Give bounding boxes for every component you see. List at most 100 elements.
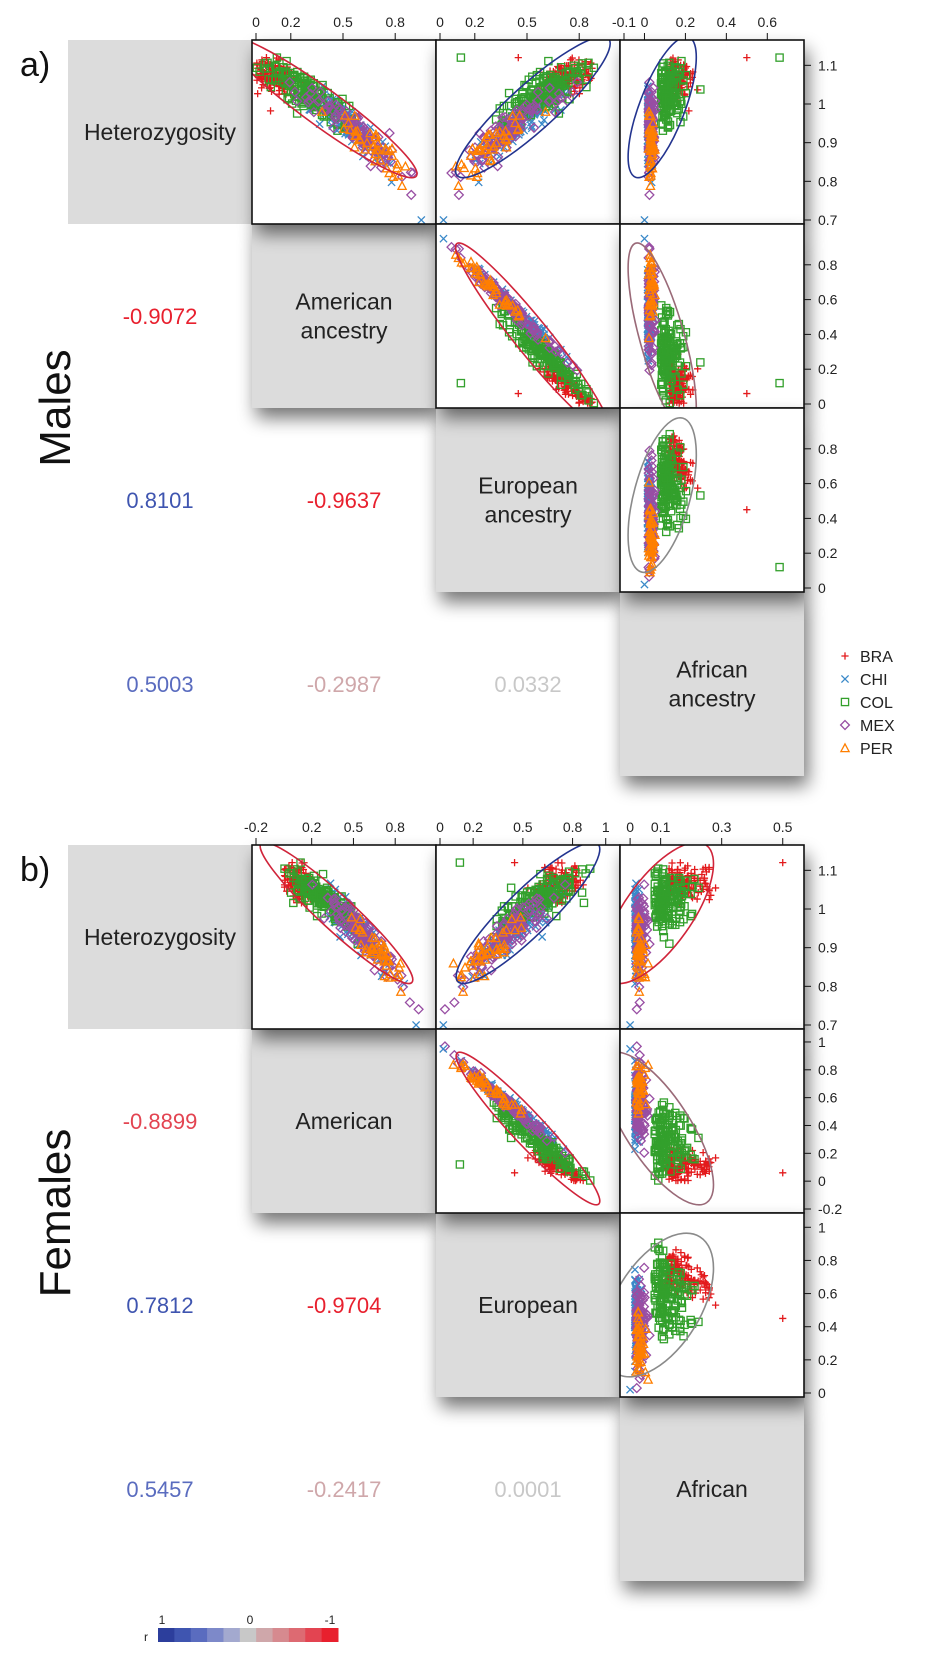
data-point-mex: [516, 319, 527, 331]
data-point-col: [675, 443, 685, 452]
scatter-cell: [435, 39, 621, 225]
data-point-col: [556, 63, 566, 72]
data-point-col: [289, 898, 298, 908]
variable-label: ancestry: [669, 686, 756, 712]
data-point-per: [400, 160, 411, 171]
data-point-col: [554, 109, 564, 118]
data-point-bra: [743, 389, 751, 398]
data-point-per: [491, 287, 502, 298]
variable-label-box: [436, 1213, 620, 1397]
data-point-col: [673, 108, 682, 118]
data-point-per: [483, 148, 494, 159]
data-point-bra: [743, 506, 751, 514]
tick-label: 0.4: [818, 510, 838, 526]
data-point-col: [282, 56, 291, 66]
data-point-bra: [701, 879, 709, 887]
data-point-mex: [649, 326, 661, 338]
data-point-per: [647, 117, 659, 128]
data-point-bra: [707, 891, 715, 899]
data-point-mex: [492, 151, 504, 163]
scatter-cell: [619, 39, 805, 225]
data-point-col: [309, 871, 319, 881]
data-point-per: [646, 144, 657, 155]
data-point-mex: [644, 473, 655, 485]
data-point-col: [665, 58, 674, 68]
variable-label: ancestry: [301, 318, 388, 344]
data-point-col: [775, 378, 784, 388]
data-point-col: [661, 473, 671, 483]
data-point-mex: [306, 879, 318, 890]
data-point-col: [674, 319, 684, 329]
data-point-per: [486, 155, 497, 166]
data-point-per: [646, 558, 658, 569]
data-point-mex: [513, 932, 525, 944]
data-point-per: [359, 143, 371, 154]
data-point-bra: [689, 459, 697, 467]
data-point-mex: [289, 86, 301, 98]
data-point-per: [350, 922, 361, 932]
tick-label: 0.2: [302, 819, 322, 835]
data-point-mex: [567, 359, 578, 371]
correlation-value: -0.9072: [123, 304, 198, 329]
data-point-col: [670, 353, 680, 363]
scatter-cell: [619, 844, 805, 1030]
tick-label: 0.5: [513, 819, 533, 835]
data-point-mex: [302, 96, 314, 108]
data-point-bra: [691, 865, 699, 874]
data-point-col: [659, 80, 668, 90]
data-point-per: [645, 518, 656, 529]
data-point-mex: [493, 121, 505, 133]
data-point-per: [643, 332, 655, 343]
data-point-mex: [562, 357, 573, 369]
data-point-per: [384, 167, 395, 178]
data-point-col: [658, 926, 668, 936]
data-point-bra: [552, 865, 560, 873]
data-point-col: [687, 909, 697, 919]
data-point-mex: [291, 95, 303, 107]
data-point-bra: [676, 859, 684, 867]
data-point-col: [292, 109, 302, 118]
data-point-mex: [312, 96, 324, 107]
data-points: [439, 845, 601, 1029]
data-point-col: [681, 328, 691, 337]
data-point-chi: [336, 932, 345, 941]
variable-label-box: [68, 845, 252, 1029]
data-point-mex: [477, 154, 489, 165]
data-point-per: [647, 507, 659, 518]
data-point-mex: [385, 156, 397, 167]
data-point-col: [662, 460, 672, 469]
variable-label-box: [252, 1029, 436, 1213]
data-point-bra: [510, 859, 519, 867]
data-point-per: [450, 249, 461, 259]
data-point-per: [540, 332, 551, 343]
data-point-mex: [535, 901, 547, 913]
data-point-col: [584, 67, 593, 76]
data-point-per: [456, 969, 467, 979]
data-point-mex: [327, 122, 339, 134]
data-point-bra: [694, 484, 702, 492]
data-point-col: [663, 311, 673, 320]
data-point-bra: [685, 468, 693, 476]
data-point-per: [645, 180, 656, 190]
data-point-mex: [457, 981, 469, 993]
data-point-per: [467, 960, 478, 970]
data-point-col: [504, 88, 514, 98]
data-point-mex: [646, 96, 658, 108]
data-point-chi: [537, 120, 547, 129]
data-point-mex: [556, 348, 567, 360]
data-point-col: [273, 68, 283, 78]
data-point-per: [364, 127, 376, 138]
data-point-per: [448, 957, 459, 968]
data-point-col: [549, 879, 559, 889]
scatter-cell-frame: [619, 407, 805, 593]
data-point-per: [484, 278, 496, 289]
data-point-mex: [453, 189, 465, 201]
data-point-per: [396, 180, 408, 190]
data-point-col: [571, 68, 580, 78]
data-point-col: [552, 359, 562, 368]
data-point-col: [669, 90, 678, 99]
data-point-col: [511, 94, 520, 104]
data-point-bra: [711, 884, 720, 892]
data-point-mex: [549, 106, 561, 118]
data-point-mex: [649, 95, 661, 107]
